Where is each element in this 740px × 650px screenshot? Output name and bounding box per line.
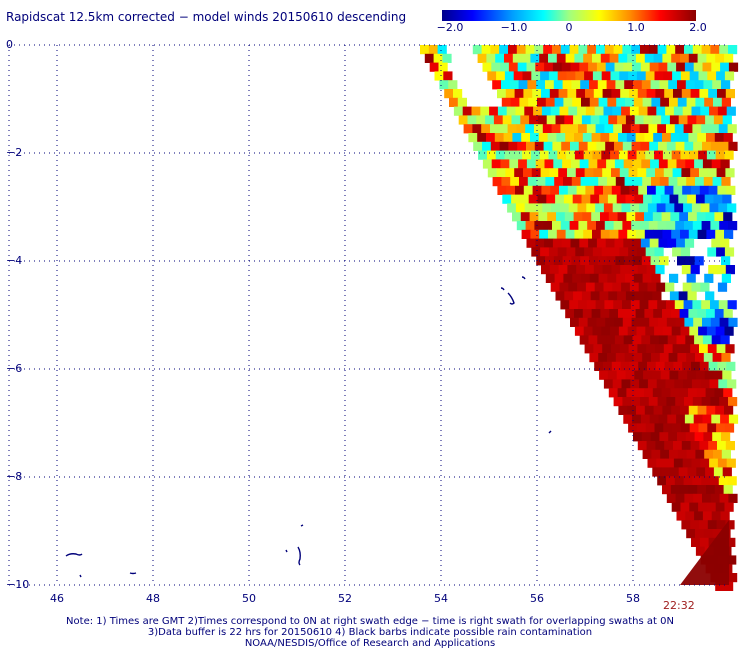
swath-time: 22:32 — [663, 599, 695, 612]
colorbar-label: −2.0 — [436, 21, 464, 34]
wind-difference-map — [8, 44, 739, 591]
x-tick-label: 58 — [626, 592, 640, 605]
footnote-line: NOAA/NESDIS/Office of Research and Appli… — [244, 638, 496, 649]
island-outline — [285, 549, 288, 553]
colorbar-label: 0 — [565, 21, 573, 34]
island-outline — [129, 572, 137, 575]
y-tick-label: −8 — [6, 470, 23, 483]
island-outline — [500, 287, 505, 291]
colorbar — [442, 10, 696, 21]
x-tick-label: 54 — [434, 592, 448, 605]
colorbar-label: 2.0 — [689, 21, 707, 34]
map-title: Rapidscat 12.5km corrected − model winds… — [6, 10, 407, 24]
y-tick-label: −10 — [6, 578, 30, 591]
island-outline — [65, 553, 83, 557]
footnote-line: 3)Data buffer is 22 hrs for 20150610 4) … — [147, 627, 593, 638]
swath-cells — [420, 45, 739, 591]
x-tick-label: 48 — [146, 592, 160, 605]
island-outline — [300, 524, 304, 527]
island-outline — [548, 430, 552, 434]
x-tick-label: 56 — [530, 592, 544, 605]
colorbar-label: 1.0 — [627, 21, 645, 34]
x-tick-label: 50 — [242, 592, 256, 605]
x-tick-label: 46 — [50, 592, 64, 605]
island-outline — [79, 574, 82, 578]
colorbar-label: −1.0 — [500, 21, 528, 34]
y-tick-label: −4 — [6, 254, 23, 267]
footnotes: Note: 1) Times are GMT 2)Times correspon… — [0, 616, 740, 649]
x-tick-label: 52 — [338, 592, 352, 605]
island-outline — [297, 546, 301, 566]
y-tick-label: 0 — [6, 38, 13, 51]
swath-edge — [680, 520, 729, 585]
y-tick-label: −2 — [6, 146, 23, 159]
y-tick-label: −6 — [6, 362, 23, 375]
footnote-line: Note: 1) Times are GMT 2)Times correspon… — [66, 616, 674, 627]
island-outline — [507, 292, 515, 305]
island-outline — [521, 276, 526, 280]
